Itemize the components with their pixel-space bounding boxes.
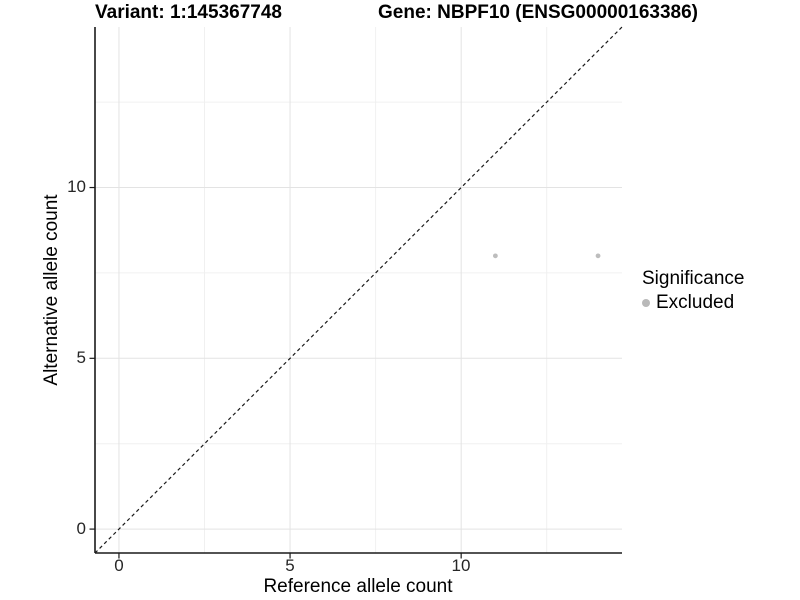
legend-key-point-icon bbox=[642, 299, 650, 307]
identity-reference-line bbox=[94, 26, 623, 554]
x-tick-label-5: 5 bbox=[285, 556, 295, 575]
legend-title: Significance bbox=[642, 268, 745, 289]
data-point bbox=[595, 253, 601, 259]
legend-item-label: Excluded bbox=[656, 292, 735, 313]
x-tick-label-10: 10 bbox=[451, 556, 471, 575]
data-point bbox=[492, 253, 498, 259]
plot-title-gene: Gene: NBPF10 (ENSG00000163386) bbox=[378, 2, 698, 23]
legend-item-excluded: Excluded bbox=[642, 292, 744, 314]
legend: Significance Excluded bbox=[642, 268, 744, 314]
y-tick-label-10: 10 bbox=[67, 177, 86, 196]
x-axis-label: Reference allele count bbox=[263, 576, 453, 597]
y-tick-label-5: 5 bbox=[76, 348, 86, 367]
x-tick-label-0: 0 bbox=[114, 556, 124, 575]
plot-title-variant: Variant: 1:145367748 bbox=[95, 2, 282, 23]
y-tick-label-0: 0 bbox=[76, 519, 86, 538]
